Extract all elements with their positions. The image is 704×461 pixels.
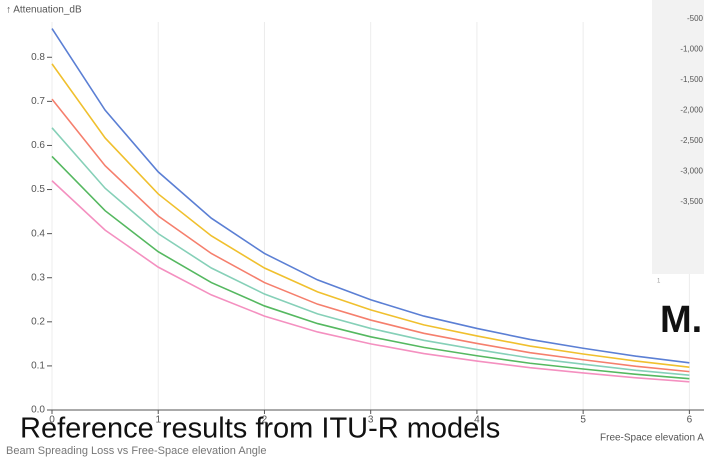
y-tick-label: 0.8 xyxy=(31,52,45,63)
panel-background xyxy=(652,0,704,274)
panel-label: -1,000 xyxy=(680,45,703,54)
series-line xyxy=(51,127,690,376)
panel-label: -2,000 xyxy=(680,106,703,115)
series-line xyxy=(51,63,690,369)
x-axis-label: Free-Space elevation Angle → xyxy=(600,433,704,444)
series-line xyxy=(51,28,690,364)
panel-label: -3,000 xyxy=(680,167,703,176)
chart-title: Beam Spreading Loss vs Free-Space elevat… xyxy=(6,445,267,457)
panel-label: -2,500 xyxy=(680,136,703,145)
x-tick-label: 2 xyxy=(262,415,268,426)
y-tick-label: 0.4 xyxy=(31,228,45,239)
x-tick-label: 6 xyxy=(687,415,693,426)
y-tick-label: 0.1 xyxy=(31,361,45,372)
x-tick-label: 4 xyxy=(474,415,480,426)
panel-label: -1,500 xyxy=(680,75,703,84)
series-line xyxy=(51,98,690,373)
banner: M. xyxy=(660,299,702,341)
y-tick-label: 0.2 xyxy=(31,316,45,327)
series-line xyxy=(51,180,690,383)
x-tick-label: 5 xyxy=(580,415,586,426)
series-line xyxy=(51,155,690,380)
panel-small-label: 1 xyxy=(657,279,661,285)
y-tick-label: 0.0 xyxy=(31,405,45,416)
x-tick-label: 0 xyxy=(49,415,55,426)
y-tick-label: 0.3 xyxy=(31,272,45,283)
overlay-text: Reference results from ITU-R models xyxy=(20,413,500,445)
x-tick-label: 1 xyxy=(155,415,161,426)
panel-label: -500 xyxy=(687,14,704,23)
y-tick-label: 0.6 xyxy=(31,140,45,151)
plot: 0 1 2 3 4 5 6 0.0 0.1 0.2 0.3 0.4 0.5 0.6 0.7 0.8 Free-S… xyxy=(31,22,704,444)
x-tick-label: 3 xyxy=(368,415,374,426)
y-tick-label: 0.5 xyxy=(31,184,45,195)
side-panel: -500 -1,000 -1,500 -2,000 -2,500 -3,000 -3,500… xyxy=(652,0,704,285)
y-axis-label: ↑ Attenuation_dB xyxy=(6,5,82,16)
panel-label: -3,500 xyxy=(680,197,703,206)
y-tick-label: 0.7 xyxy=(31,96,45,107)
